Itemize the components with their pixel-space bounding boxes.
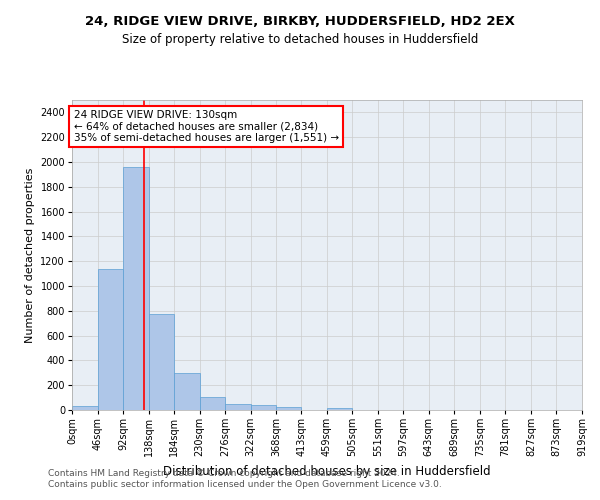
Bar: [174, 373, 200, 410]
Bar: [72, 406, 98, 410]
Bar: [98, 268, 123, 410]
Text: Size of property relative to detached houses in Huddersfield: Size of property relative to detached ho…: [122, 32, 478, 46]
Text: Contains public sector information licensed under the Open Government Licence v3: Contains public sector information licen…: [48, 480, 442, 489]
Y-axis label: Number of detached properties: Number of detached properties: [25, 168, 35, 342]
Bar: [200, 397, 225, 410]
Bar: [123, 167, 149, 410]
Bar: [327, 408, 352, 410]
Bar: [225, 404, 251, 410]
X-axis label: Distribution of detached houses by size in Huddersfield: Distribution of detached houses by size …: [163, 464, 491, 477]
Text: Contains HM Land Registry data © Crown copyright and database right 2024.: Contains HM Land Registry data © Crown c…: [48, 468, 400, 477]
Text: 24 RIDGE VIEW DRIVE: 130sqm
← 64% of detached houses are smaller (2,834)
35% of : 24 RIDGE VIEW DRIVE: 130sqm ← 64% of det…: [74, 110, 339, 143]
Bar: [149, 314, 174, 410]
Text: 24, RIDGE VIEW DRIVE, BIRKBY, HUDDERSFIELD, HD2 2EX: 24, RIDGE VIEW DRIVE, BIRKBY, HUDDERSFIE…: [85, 15, 515, 28]
Bar: [251, 405, 276, 410]
Bar: [276, 407, 301, 410]
